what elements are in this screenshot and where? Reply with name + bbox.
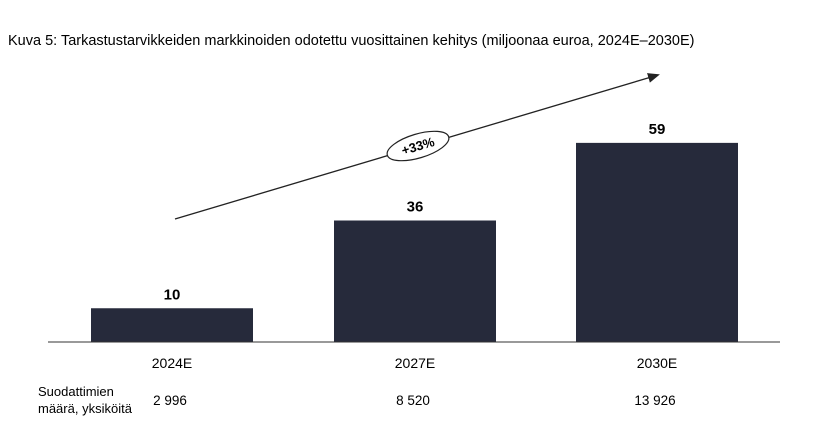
x-tick-2030e: 2030E bbox=[637, 355, 677, 371]
data-label-2030e: 59 bbox=[649, 121, 666, 138]
chart-title: Kuva 5: Tarkastustarvikkeiden markkinoid… bbox=[8, 33, 694, 49]
bar-2024e bbox=[91, 308, 253, 342]
bar-2030e bbox=[576, 142, 738, 342]
cagr-annotation: +33% bbox=[386, 130, 450, 162]
x-tick-2024e: 2024E bbox=[152, 355, 192, 371]
row-value-2024e: 2 996 bbox=[153, 393, 187, 408]
x-tick-2027e: 2027E bbox=[395, 355, 435, 371]
data-label-2024e: 10 bbox=[164, 286, 181, 303]
row-value-2027e: 8 520 bbox=[396, 393, 430, 408]
row-label-line1: Suodattimien bbox=[38, 384, 114, 399]
cagr-ellipse bbox=[386, 130, 450, 162]
row-value-2030e: 13 926 bbox=[634, 393, 675, 408]
data-label-2027e: 36 bbox=[407, 199, 424, 216]
row-label-line2: määrä, yksiköitä bbox=[38, 401, 133, 416]
bar-2027e bbox=[334, 220, 496, 342]
